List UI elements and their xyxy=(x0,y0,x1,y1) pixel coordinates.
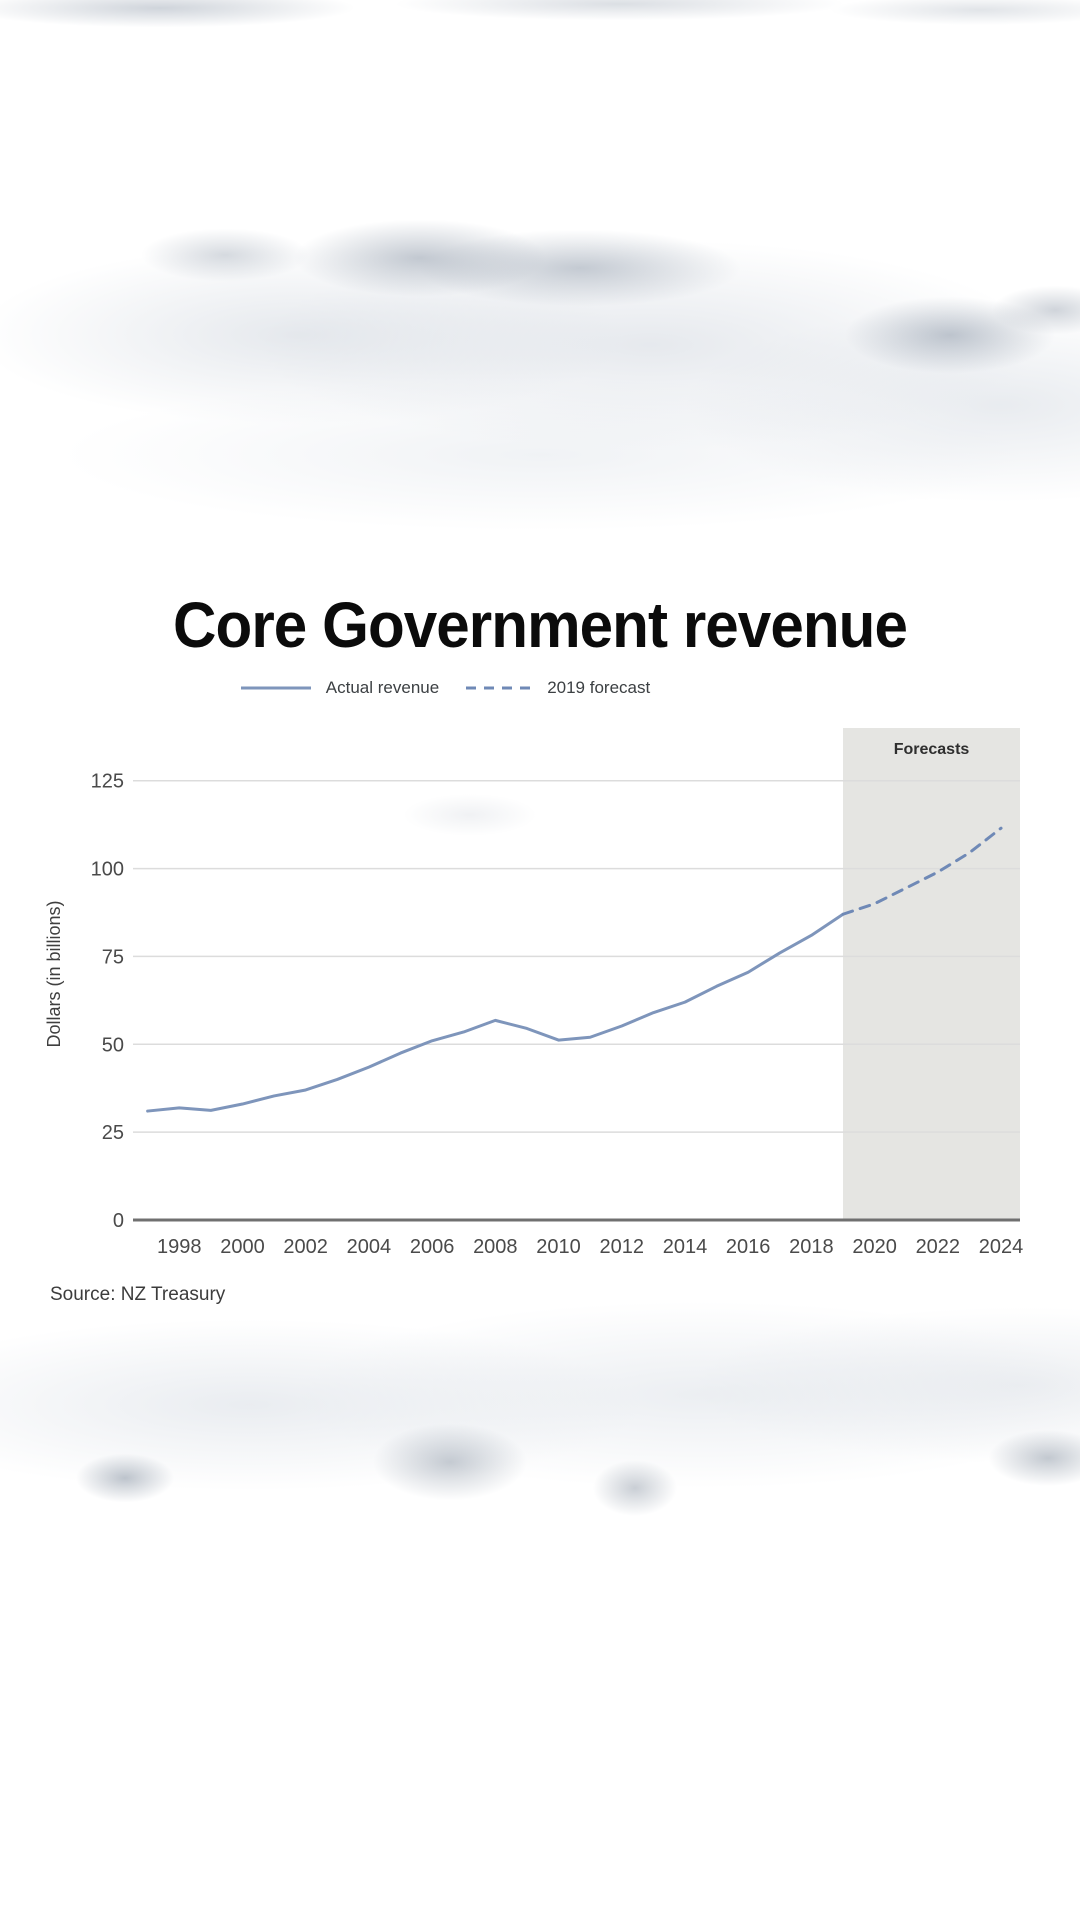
x-tick-label-2000: 2000 xyxy=(220,1236,265,1258)
x-tick-label-2022: 2022 xyxy=(916,1236,961,1258)
forecast-band-label: Forecasts xyxy=(894,741,970,758)
x-tick-label-2004: 2004 xyxy=(347,1236,392,1258)
x-tick-label-2018: 2018 xyxy=(789,1236,834,1258)
y-tick-label-125: 125 xyxy=(91,771,124,793)
chart-title: Core Government revenue xyxy=(173,589,908,661)
chart-legend: Actual revenue 2019 forecast xyxy=(0,678,890,698)
series-line-forecast xyxy=(841,826,1003,916)
dashed-line-swatch-icon xyxy=(466,686,533,690)
legend-label-actual-revenue: Actual revenue xyxy=(325,678,440,697)
y-tick-label-50: 50 xyxy=(102,1034,124,1056)
x-tick-label-2002: 2002 xyxy=(283,1236,328,1258)
x-tick-label-2024: 2024 xyxy=(979,1236,1024,1258)
revenue-line-chart: Forecasts 0 25 50 75 100 125 1998 2000 2002 2004 20… xyxy=(44,728,1024,1258)
y-tick-label-100: 100 xyxy=(91,859,124,881)
legend-label-2019-forecast: 2019 forecast xyxy=(547,678,651,697)
x-tick-label-2010: 2010 xyxy=(536,1236,581,1258)
y-tick-label-75: 75 xyxy=(102,946,124,968)
x-tick-label-2008: 2008 xyxy=(473,1236,518,1258)
x-tick-label-1998: 1998 xyxy=(157,1236,202,1258)
y-tick-label-25: 25 xyxy=(102,1122,124,1144)
x-tick-label-2006: 2006 xyxy=(410,1236,455,1258)
series-line-actual xyxy=(146,912,845,1113)
x-tick-label-2012: 2012 xyxy=(600,1236,645,1258)
x-tick-label-2014: 2014 xyxy=(663,1236,708,1258)
y-axis-title: Dollars (in billions) xyxy=(44,900,64,1047)
source-note: Source: NZ Treasury xyxy=(50,1284,226,1305)
legend-item-2019-forecast: 2019 forecast xyxy=(465,678,650,698)
x-tick-label-2020: 2020 xyxy=(852,1236,897,1258)
x-tick-label-2016: 2016 xyxy=(726,1236,771,1258)
y-tick-label-0: 0 xyxy=(113,1210,124,1232)
legend-item-actual-revenue: Actual revenue xyxy=(240,678,439,698)
solid-line-swatch-icon xyxy=(240,686,311,690)
forecast-band xyxy=(843,728,1020,1220)
